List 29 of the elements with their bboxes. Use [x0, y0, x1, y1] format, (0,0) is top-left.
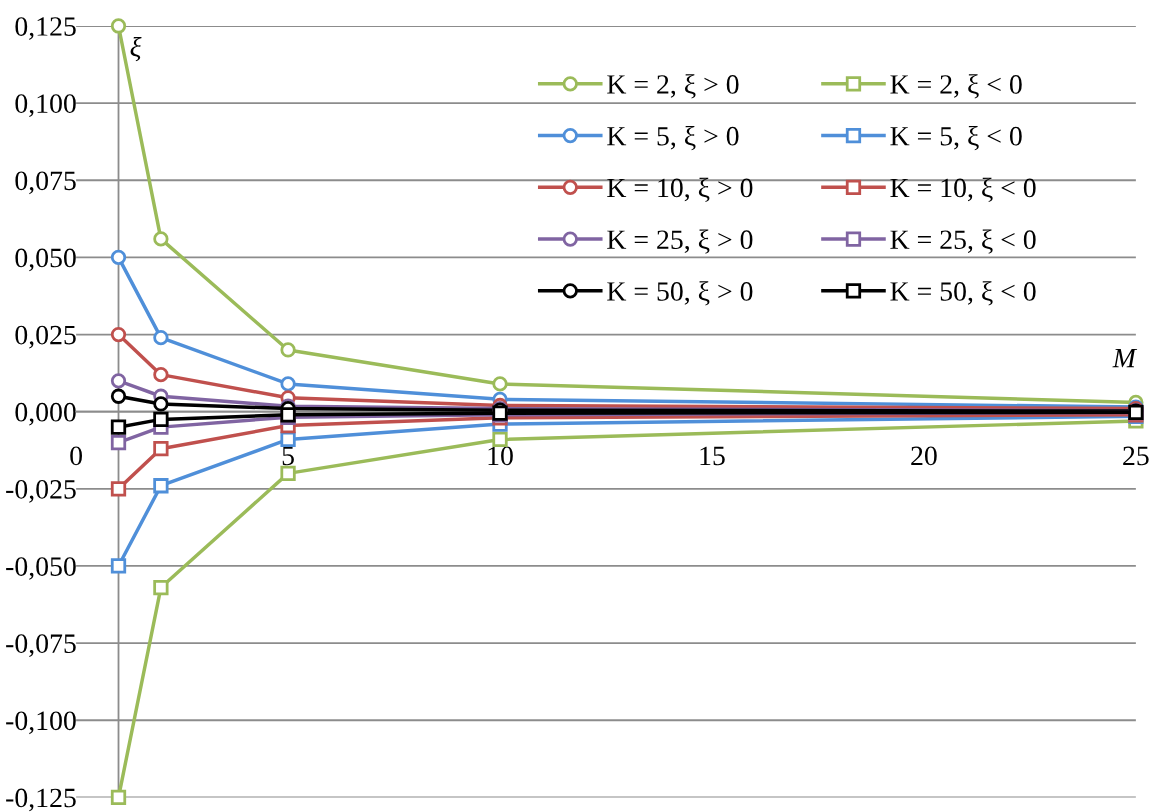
x-axis-title: M — [1112, 349, 1138, 368]
x-tick-label: 20 — [911, 446, 937, 466]
legend-label: K = 2, ξ > 0 — [607, 74, 739, 99]
legend-label: K = 10, ξ > 0 — [607, 177, 753, 202]
y-tick-label: 0,125 — [15, 17, 76, 40]
y-tick-label: -0,125 — [6, 788, 76, 812]
legend-label: K = 25, ξ > 0 — [607, 229, 753, 254]
y-tick-label: 0,075 — [15, 171, 76, 195]
x-tick-label: 5 — [282, 446, 294, 466]
legend-label: K = 10, ξ < 0 — [890, 177, 1036, 202]
y-tick-label: -0,025 — [6, 479, 76, 503]
legend-label: K = 2, ξ < 0 — [890, 74, 1022, 99]
y-tick-label: 0,025 — [15, 325, 76, 349]
y-tick-label: -0,100 — [6, 711, 76, 735]
legend-label: K = 25, ξ < 0 — [890, 229, 1036, 254]
x-tick-label: 0 — [70, 446, 82, 466]
y-axis-title: ξ — [130, 36, 142, 62]
y-tick-label: 0,050 — [15, 248, 76, 272]
legend-label: K = 5, ξ < 0 — [890, 125, 1022, 151]
legend-label: K = 50, ξ > 0 — [607, 281, 753, 306]
y-tick-label: -0,050 — [6, 557, 76, 580]
legend-label: K = 50, ξ < 0 — [890, 281, 1036, 306]
legend-label: K = 5, ξ > 0 — [607, 125, 739, 151]
x-tick-label: 15 — [700, 446, 725, 466]
y-tick-label: -0,075 — [6, 634, 76, 658]
y-tick-label: 0,100 — [15, 94, 76, 118]
x-tick-label: 25 — [1123, 446, 1149, 466]
y-tick-label: 0,000 — [15, 402, 76, 426]
x-tick-label: 10 — [488, 446, 513, 466]
